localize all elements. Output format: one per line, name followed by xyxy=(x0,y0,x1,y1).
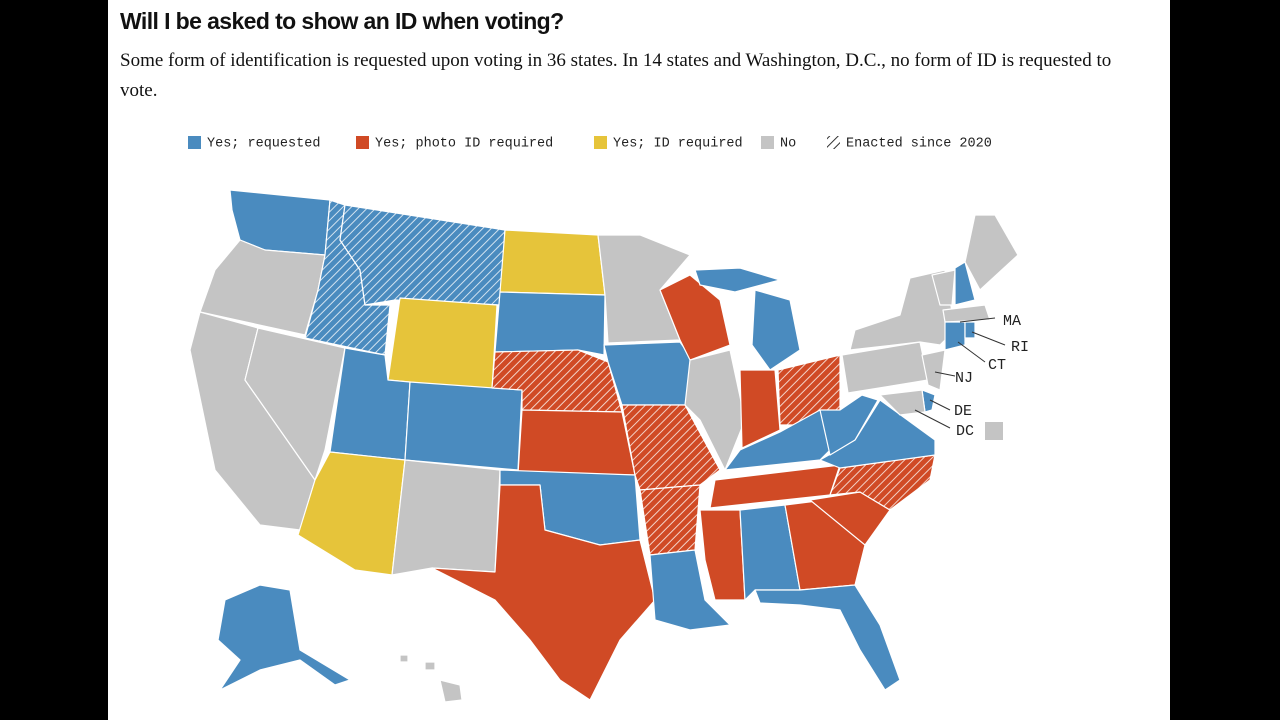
state-label: RI xyxy=(1011,339,1029,356)
state-label: NJ xyxy=(955,370,973,387)
legend-swatch xyxy=(188,136,201,149)
leader-line xyxy=(934,371,956,377)
state xyxy=(387,297,498,391)
state xyxy=(404,381,523,471)
legend-label: Enacted since 2020 xyxy=(846,137,992,152)
legend-label: Yes; requested xyxy=(207,137,320,152)
state xyxy=(944,321,966,351)
state xyxy=(879,389,926,416)
state xyxy=(659,274,731,361)
page: Will I be asked to show an ID when votin… xyxy=(108,0,1170,720)
state-label: DC xyxy=(956,423,974,440)
state xyxy=(754,584,901,691)
state xyxy=(942,304,991,323)
state-label: MA xyxy=(1003,313,1021,330)
state-label: CT xyxy=(988,357,1006,374)
legend-swatch xyxy=(594,136,607,149)
legend-swatch xyxy=(356,136,369,149)
leader-line xyxy=(971,331,1006,346)
legend-label: No xyxy=(780,137,796,152)
state xyxy=(739,369,781,449)
state xyxy=(699,509,746,601)
map: Yes; requested Yes; photo ID required Yes;… xyxy=(188,136,1029,703)
state xyxy=(399,654,409,663)
state xyxy=(439,679,463,703)
state xyxy=(424,661,436,671)
state xyxy=(964,214,1019,291)
subtitle: Some form of identification is requested… xyxy=(120,50,1112,101)
state xyxy=(819,394,879,456)
state xyxy=(499,229,606,296)
state xyxy=(964,321,976,339)
state xyxy=(649,549,731,631)
state xyxy=(431,484,656,701)
state xyxy=(954,261,976,306)
legend-swatch xyxy=(827,136,840,149)
state xyxy=(391,459,501,576)
leader-line xyxy=(957,341,986,363)
state xyxy=(244,327,346,481)
state xyxy=(931,269,956,306)
state xyxy=(339,204,506,306)
state xyxy=(694,267,781,293)
dc-marker xyxy=(985,422,1003,440)
state xyxy=(494,291,606,356)
leader-line xyxy=(959,317,996,323)
state xyxy=(217,584,351,691)
legend-label: Yes; photo ID required xyxy=(375,137,553,152)
title: Will I be asked to show an ID when votin… xyxy=(120,8,564,34)
leader-line xyxy=(929,399,951,411)
legend-label: Yes; ID required xyxy=(613,137,743,152)
legend-swatch xyxy=(761,136,774,149)
state xyxy=(921,349,946,391)
leader-line xyxy=(914,409,951,429)
state xyxy=(751,289,801,371)
state xyxy=(517,409,636,476)
state xyxy=(639,484,701,556)
state-label: DE xyxy=(954,403,972,420)
